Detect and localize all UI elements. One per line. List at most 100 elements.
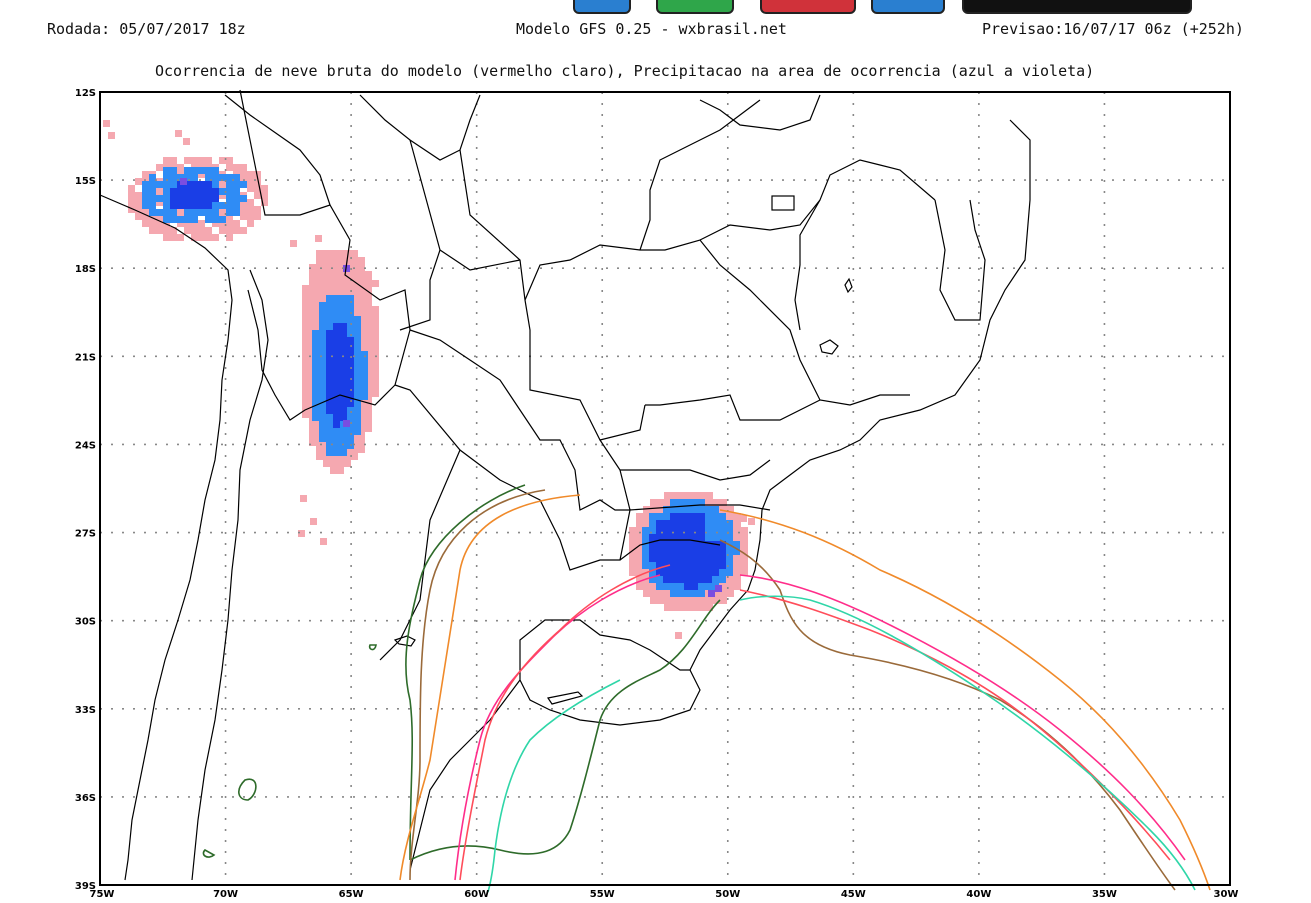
argentina-brazil-border: [619, 539, 721, 561]
toolbar-button-4[interactable]: [871, 0, 945, 14]
snow-cell: [310, 518, 317, 525]
snow-cell: [254, 185, 261, 192]
snow-cell: [344, 460, 351, 467]
lat-tick-label: 21S: [75, 352, 96, 363]
toolbar-button-1[interactable]: [573, 0, 631, 14]
snow-cell: [177, 206, 184, 213]
precip-cell: [233, 181, 240, 188]
brazil-state-5: [639, 99, 761, 251]
precip-cell: [340, 351, 347, 358]
precip-cell: [670, 548, 677, 555]
precip-cell: [312, 344, 319, 351]
snow-cell: [135, 192, 142, 199]
snow-cell: [198, 220, 205, 227]
precip-cell: [691, 548, 698, 555]
snow-cell: [358, 257, 365, 264]
precip-cell: [333, 414, 340, 421]
snow-cell: [302, 404, 309, 411]
precip-cell: [347, 407, 354, 414]
snow-cell: [692, 492, 699, 499]
toolbar-button-2[interactable]: [656, 0, 734, 14]
precip-cell: [684, 555, 691, 562]
lon-tick-label: 35W: [1092, 889, 1117, 900]
pacific-coastline: [99, 194, 233, 881]
precip-cell: [177, 195, 184, 202]
contour-dark-green-1: [405, 484, 526, 861]
precip-cell: [663, 534, 670, 541]
map-frame: [99, 91, 1231, 886]
precip-cell: [361, 351, 368, 358]
precip-cell: [719, 513, 726, 520]
precip-cell: [340, 414, 347, 421]
snow-cell: [351, 306, 358, 313]
snow-cell: [636, 534, 643, 541]
snow-cell: [205, 157, 212, 164]
precip-cell: [191, 174, 198, 181]
snow-cell: [316, 278, 323, 285]
snow-cell: [664, 597, 671, 604]
precip-cell: [698, 534, 705, 541]
precip-cell: [333, 316, 340, 323]
snow-cell: [664, 590, 671, 597]
contour-pink: [454, 574, 1186, 881]
precip-cell: [212, 202, 219, 209]
precip-cell: [184, 216, 191, 223]
snow-cell: [175, 130, 182, 137]
snow-cell: [671, 492, 678, 499]
precip-cell: [733, 548, 740, 555]
snow-cell: [734, 562, 741, 569]
precip-cell: [684, 527, 691, 534]
precip-cell: [326, 316, 333, 323]
precip-cell: [347, 330, 354, 337]
precip-cell: [712, 548, 719, 555]
snow-cell: [205, 227, 212, 234]
brazil-north-coast: [699, 94, 821, 131]
precip-cell: [684, 583, 691, 590]
snow-cell: [351, 439, 358, 446]
precip-cell: [698, 569, 705, 576]
precip-cell: [691, 590, 698, 597]
toolbar-button-3[interactable]: [760, 0, 856, 14]
precip-cell: [142, 195, 149, 202]
precip-cell: [712, 576, 719, 583]
precip-cell: [219, 174, 226, 181]
precip-cell: [205, 202, 212, 209]
snow-cell: [298, 530, 305, 537]
snow-cell: [372, 355, 379, 362]
lon-tick-label: 45W: [841, 889, 866, 900]
precip-cell: [340, 309, 347, 316]
precip-cell: [340, 337, 347, 344]
snow-cell: [337, 278, 344, 285]
precip-cell: [205, 181, 212, 188]
precip-cell: [340, 372, 347, 379]
snow-cell: [706, 597, 713, 604]
precip-cell: [677, 576, 684, 583]
snow-cell: [365, 425, 372, 432]
forecast-time-label: Previsao:16/07/17 06z (+252h): [982, 20, 1244, 38]
precip-cell: [649, 548, 656, 555]
snow-cell: [344, 446, 351, 453]
snow-cell: [302, 376, 309, 383]
snow-cell: [365, 369, 372, 376]
precip-cell: [326, 428, 333, 435]
precip-cell: [163, 216, 170, 223]
snow-cell: [226, 234, 233, 241]
snow-cell: [657, 506, 664, 513]
precip-cell: [333, 379, 340, 386]
snow-cell: [149, 227, 156, 234]
snow-cell: [170, 227, 177, 234]
snow-cell: [636, 548, 643, 555]
precip-cell: [226, 188, 233, 195]
precip-cell: [319, 428, 326, 435]
precip-cell: [656, 534, 663, 541]
toolbar-button-5[interactable]: [962, 0, 1192, 14]
precip-cell: [312, 407, 319, 414]
snow-cell: [629, 555, 636, 562]
precip-cell: [191, 195, 198, 202]
precip-cell: [670, 527, 677, 534]
precip-cell: [184, 209, 191, 216]
snow-cell: [316, 439, 323, 446]
precip-cell: [649, 513, 656, 520]
precip-cell: [233, 202, 240, 209]
snow-cell: [365, 390, 372, 397]
